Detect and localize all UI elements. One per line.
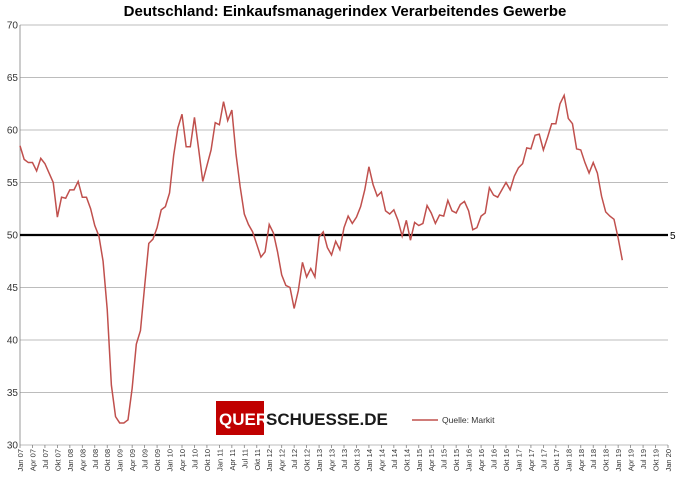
x-tick-label: Jul 18 (589, 449, 598, 469)
y-tick-label: 45 (7, 283, 19, 294)
x-tick-label: Jan 08 (66, 449, 75, 472)
reference-line-label: 5 (670, 231, 676, 242)
x-tick-label: Jan 10 (166, 449, 175, 472)
x-tick-label: Apr 12 (278, 449, 287, 471)
logo-text-right: SCHUESSE.DE (266, 410, 388, 429)
y-axis: 30 35 40 45 50 55 60 65 70 (7, 21, 19, 452)
x-tick-label: Jan 11 (215, 449, 224, 471)
x-tick-label: Okt 15 (452, 449, 461, 471)
y-tick-label: 50 (7, 231, 19, 242)
x-tick-label: Okt 10 (203, 449, 212, 471)
x-tick-label: Okt 07 (53, 449, 62, 471)
logo-box (216, 401, 264, 435)
x-tick-label: Jul 15 (440, 449, 449, 469)
x-tick-label: Jan 17 (514, 449, 523, 472)
x-tick-label: Jan 15 (415, 449, 424, 472)
x-tick-label: Jan 09 (116, 449, 125, 472)
x-tick-label: Apr 09 (128, 449, 137, 471)
x-tick-label: Jul 10 (190, 449, 199, 469)
x-tick-label: Apr 13 (328, 449, 337, 471)
x-axis: Jan 07 Apr 07 Jul 07 Okt 07 Jan 08 Apr 08 Jul … (16, 445, 673, 472)
x-tick-label: Jul 13 (340, 449, 349, 469)
y-tick-label: 30 (7, 441, 19, 452)
x-tick-label: Okt 18 (602, 449, 611, 471)
x-tick-label: Apr 07 (28, 449, 37, 471)
x-tick-label: Jan 18 (564, 449, 573, 472)
x-tick-label: Apr 18 (577, 449, 586, 471)
x-tick-label: Jan 16 (465, 449, 474, 472)
x-tick-label: Apr 15 (427, 449, 436, 471)
y-tick-label: 55 (7, 178, 19, 189)
x-tick-label: Jan 20 (664, 449, 673, 472)
y-tick-label: 40 (7, 336, 19, 347)
x-tick-label: Apr 19 (627, 449, 636, 471)
x-tick-label: Jul 14 (390, 449, 399, 469)
x-tick-label: Jan 07 (16, 449, 25, 472)
x-tick-label: Jul 11 (240, 449, 249, 468)
y-tick-label: 65 (7, 73, 19, 84)
x-tick-label: Okt 08 (103, 449, 112, 471)
x-tick-label: Apr 14 (377, 449, 386, 471)
x-tick-label: Jul 17 (539, 449, 548, 469)
x-tick-label: Jul 16 (490, 449, 499, 469)
logo: QUER SCHUESSE.DE (216, 401, 388, 435)
x-tick-label: Jul 19 (639, 449, 648, 469)
x-tick-label: Okt 17 (552, 449, 561, 471)
legend: Quelle: Markit (412, 415, 495, 425)
x-tick-label: Okt 09 (153, 449, 162, 471)
x-tick-label: Apr 16 (477, 449, 486, 471)
series-line (19, 92, 624, 424)
x-tick-label: Apr 11 (228, 449, 237, 471)
x-tick-label: Jan 12 (265, 449, 274, 472)
x-tick-label: Jul 09 (141, 449, 150, 469)
x-tick-label: Okt 12 (303, 449, 312, 471)
logo-text-left: QUER (219, 410, 268, 429)
x-tick-label: Okt 14 (402, 449, 411, 471)
x-tick-label: Okt 16 (502, 449, 511, 471)
x-tick-label: Jan 19 (614, 449, 623, 472)
x-tick-label: Okt 19 (652, 449, 661, 471)
x-tick-label: Jan 14 (365, 449, 374, 472)
x-tick-label: Okt 13 (352, 449, 361, 471)
chart-title: Deutschland: Einkaufsmanagerindex Verarb… (124, 3, 567, 20)
y-tick-label: 70 (7, 21, 19, 32)
legend-label: Quelle: Markit (442, 415, 495, 425)
x-tick-label: Jan 13 (315, 449, 324, 472)
x-tick-label: Apr 17 (527, 449, 536, 471)
y-tick-label: 35 (7, 388, 19, 399)
x-tick-label: Apr 08 (78, 449, 87, 471)
x-tick-label: Apr 10 (178, 449, 187, 471)
y-tick-label: 60 (7, 126, 19, 137)
x-tick-label: Okt 11 (253, 449, 262, 471)
x-tick-label: Jul 07 (41, 449, 50, 469)
x-tick-label: Jul 12 (290, 449, 299, 469)
x-tick-label: Jul 08 (91, 449, 100, 469)
